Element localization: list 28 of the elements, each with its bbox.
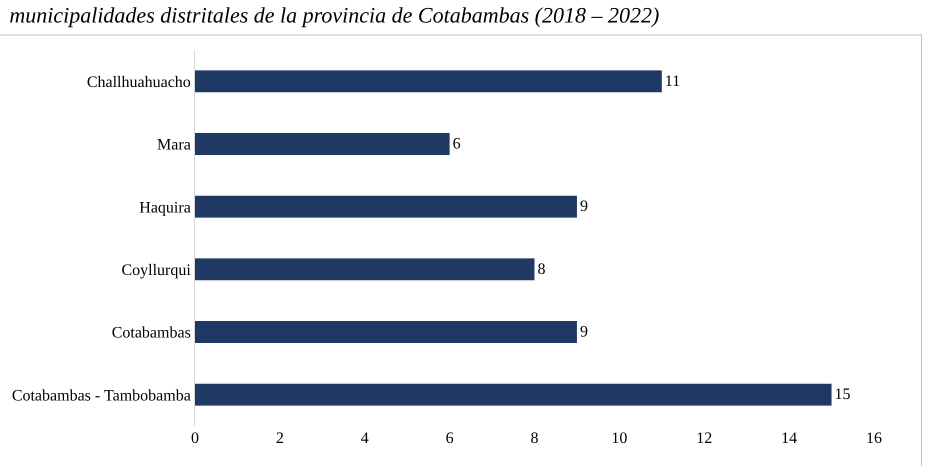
x-tick-label: 10 xyxy=(611,430,628,447)
y-tick-label: Mara xyxy=(157,136,191,154)
data-label: 9 xyxy=(580,198,588,216)
x-tick-label: 6 xyxy=(446,430,454,447)
chart-title: municipalidades distritales de la provincia de Cotabambas (2018 – 2022) xyxy=(9,2,660,28)
data-label: 6 xyxy=(452,136,461,152)
data-label: 9 xyxy=(580,324,588,340)
x-tick-label: 4 xyxy=(360,430,369,447)
bar xyxy=(195,70,662,92)
x-tick-label: 2 xyxy=(276,430,284,447)
y-tick-label: Coyllurqui xyxy=(121,262,192,279)
x-tick-label: 0 xyxy=(191,430,199,447)
bar xyxy=(195,384,832,406)
bar xyxy=(195,133,450,155)
bar xyxy=(195,196,577,218)
x-tick-label: 12 xyxy=(696,430,712,447)
data-label: 15 xyxy=(834,386,851,404)
data-label: 11 xyxy=(664,72,680,90)
x-tick-label: 16 xyxy=(866,430,882,447)
bar xyxy=(195,258,534,280)
x-tick-label: 14 xyxy=(781,430,798,447)
y-tick-label: Cotabambas - Tambobamba xyxy=(12,387,191,404)
y-tick-label: Challhuahuacho xyxy=(86,74,191,91)
y-tick-label: Haquira xyxy=(139,199,191,216)
y-tick-label: Cotabambas xyxy=(112,324,191,342)
x-tick-label: 8 xyxy=(530,430,538,447)
data-label: 8 xyxy=(538,260,546,278)
bar xyxy=(195,321,577,343)
